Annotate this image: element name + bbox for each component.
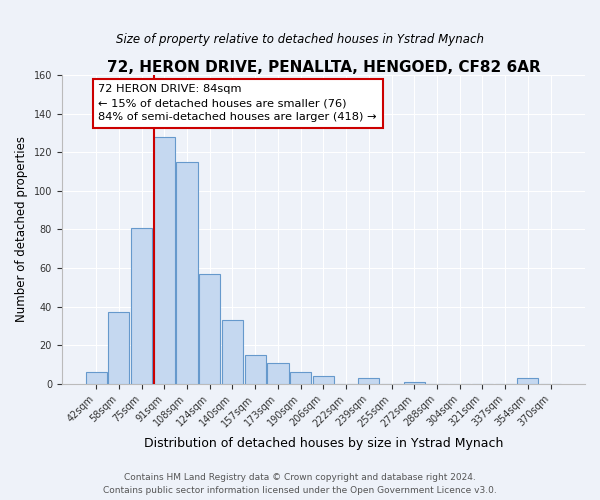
Text: Size of property relative to detached houses in Ystrad Mynach: Size of property relative to detached ho… <box>116 32 484 46</box>
Bar <box>86 372 107 384</box>
X-axis label: Distribution of detached houses by size in Ystrad Mynach: Distribution of detached houses by size … <box>144 437 503 450</box>
Bar <box>517 378 538 384</box>
Bar <box>290 372 311 384</box>
Title: 72, HERON DRIVE, PENALLTA, HENGOED, CF82 6AR: 72, HERON DRIVE, PENALLTA, HENGOED, CF82… <box>107 60 540 75</box>
Bar <box>404 382 425 384</box>
Bar <box>154 137 175 384</box>
Y-axis label: Number of detached properties: Number of detached properties <box>15 136 28 322</box>
Bar <box>358 378 379 384</box>
Bar <box>131 228 152 384</box>
Text: Contains HM Land Registry data © Crown copyright and database right 2024.
Contai: Contains HM Land Registry data © Crown c… <box>103 473 497 495</box>
Bar <box>313 376 334 384</box>
Bar <box>176 162 197 384</box>
Bar <box>268 362 289 384</box>
Bar <box>108 312 130 384</box>
Bar <box>199 274 220 384</box>
Text: 72 HERON DRIVE: 84sqm
← 15% of detached houses are smaller (76)
84% of semi-deta: 72 HERON DRIVE: 84sqm ← 15% of detached … <box>98 84 377 122</box>
Bar <box>245 355 266 384</box>
Bar <box>222 320 243 384</box>
